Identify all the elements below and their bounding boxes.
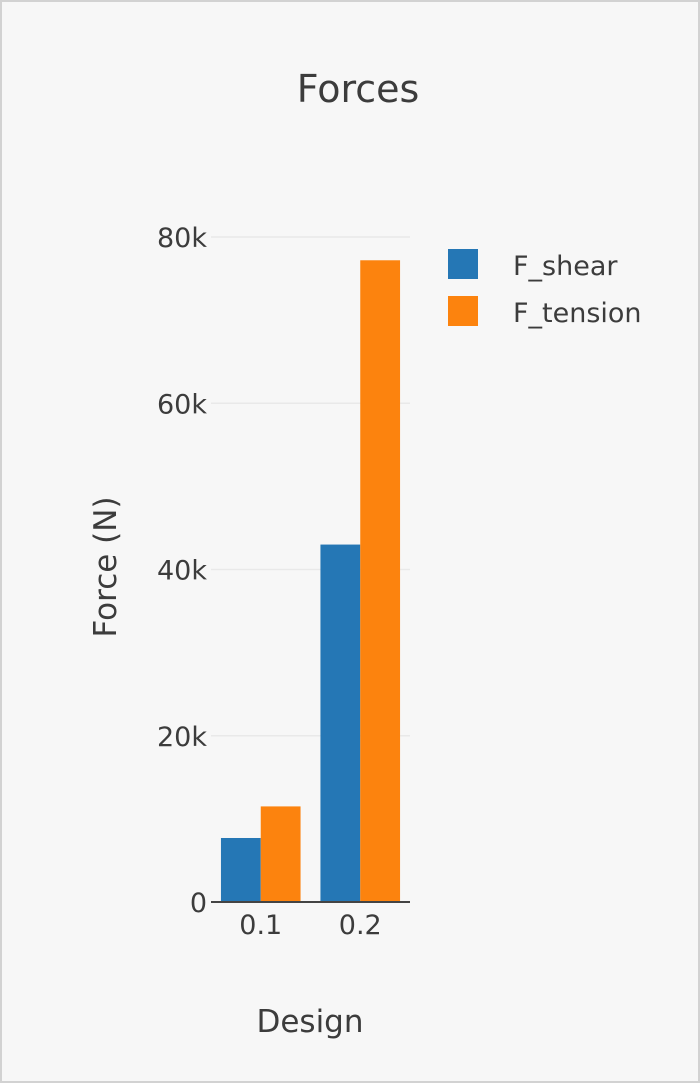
bar-f-tension-0-1[interactable] xyxy=(260,806,301,902)
y-tick-labels: 0 20k 40k 60k 80k xyxy=(157,223,207,919)
bars xyxy=(220,260,401,902)
y-tick-label: 80k xyxy=(157,223,207,254)
legend-label: F_shear xyxy=(513,251,618,282)
legend-swatch xyxy=(448,249,478,279)
y-tick-label: 60k xyxy=(157,389,207,420)
y-tick-label: 20k xyxy=(157,722,207,753)
legend-swatch xyxy=(448,296,478,326)
y-tick-label: 40k xyxy=(157,556,207,587)
x-axis-title: Design xyxy=(256,1004,363,1040)
legend-item-f-tension[interactable]: F_tension xyxy=(448,296,642,329)
x-tick-label: 0.2 xyxy=(339,910,382,941)
legend-item-f-shear[interactable]: F_shear xyxy=(448,249,618,282)
y-axis-title: Force (N) xyxy=(88,496,124,637)
x-tick-labels: 0.1 0.2 xyxy=(239,910,381,941)
y-tick-label: 0 xyxy=(190,888,207,919)
bar-f-shear-0-2[interactable] xyxy=(320,544,361,902)
x-tick-label: 0.1 xyxy=(239,910,282,941)
bar-f-tension-0-2[interactable] xyxy=(360,260,401,902)
legend-label: F_tension xyxy=(513,298,642,329)
legend[interactable]: F_shear F_tension xyxy=(448,249,642,329)
chart-title: Forces xyxy=(297,67,420,111)
bar-f-shear-0-1[interactable] xyxy=(220,837,261,902)
